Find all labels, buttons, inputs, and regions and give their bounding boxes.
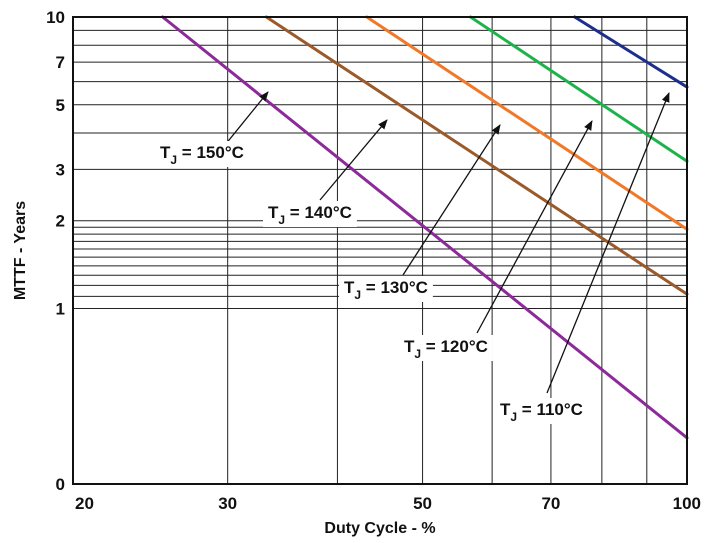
x-tick-label: 50	[413, 494, 432, 513]
series-annotation-label: TJ = 140°C	[268, 203, 352, 227]
y-tick-label: 2	[56, 212, 65, 231]
annotation-arrow	[476, 120, 593, 334]
annotation-label-bg	[495, 398, 588, 424]
annotation-arrow	[546, 92, 670, 394]
x-tick-label: 70	[541, 494, 560, 513]
annotation-arrow	[402, 124, 501, 276]
y-tick-label: 5	[56, 96, 65, 115]
tick-labels: 20 30 50 70 100 0 1 2 3 5 7 10	[46, 8, 701, 513]
series-line	[573, 15, 689, 89]
series-line	[161, 15, 689, 440]
x-axis-title: Duty Cycle - %	[324, 520, 435, 537]
series-annotation-label: TJ = 120°C	[404, 337, 488, 361]
y-tick-label: 3	[56, 160, 65, 179]
y-tick-label: 1	[56, 299, 65, 318]
y-axis-title: MTTF - Years	[12, 201, 29, 300]
annotation-label-bg	[339, 276, 433, 302]
annotation-arrows	[224, 91, 670, 394]
y-tick-label: 0	[56, 475, 65, 494]
y-tick-label: 10	[46, 8, 65, 27]
series-line	[365, 15, 689, 231]
plot-frame	[72, 16, 688, 485]
grid	[73, 17, 687, 484]
annotation-label-bg	[399, 335, 493, 361]
series-annotation-label: TJ = 150°C	[160, 143, 244, 167]
series-annotation-label: TJ = 130°C	[344, 278, 428, 302]
x-tick-label: 100	[673, 494, 701, 513]
series-line	[469, 15, 689, 163]
y-tick-label: 7	[56, 53, 65, 72]
x-tick-label: 30	[218, 494, 237, 513]
annotation-arrow	[319, 119, 388, 201]
annotation-label-bg	[263, 201, 357, 227]
series-line	[264, 15, 689, 296]
annotation-labels: TJ = 150°C TJ = 140°C TJ = 130°C TJ = 120°C…	[155, 141, 588, 424]
series-annotation-label: TJ = 110°C	[500, 400, 583, 424]
annotation-arrow	[224, 91, 269, 146]
annotation-label-bg	[155, 141, 249, 167]
x-tick-label: 20	[75, 494, 94, 513]
